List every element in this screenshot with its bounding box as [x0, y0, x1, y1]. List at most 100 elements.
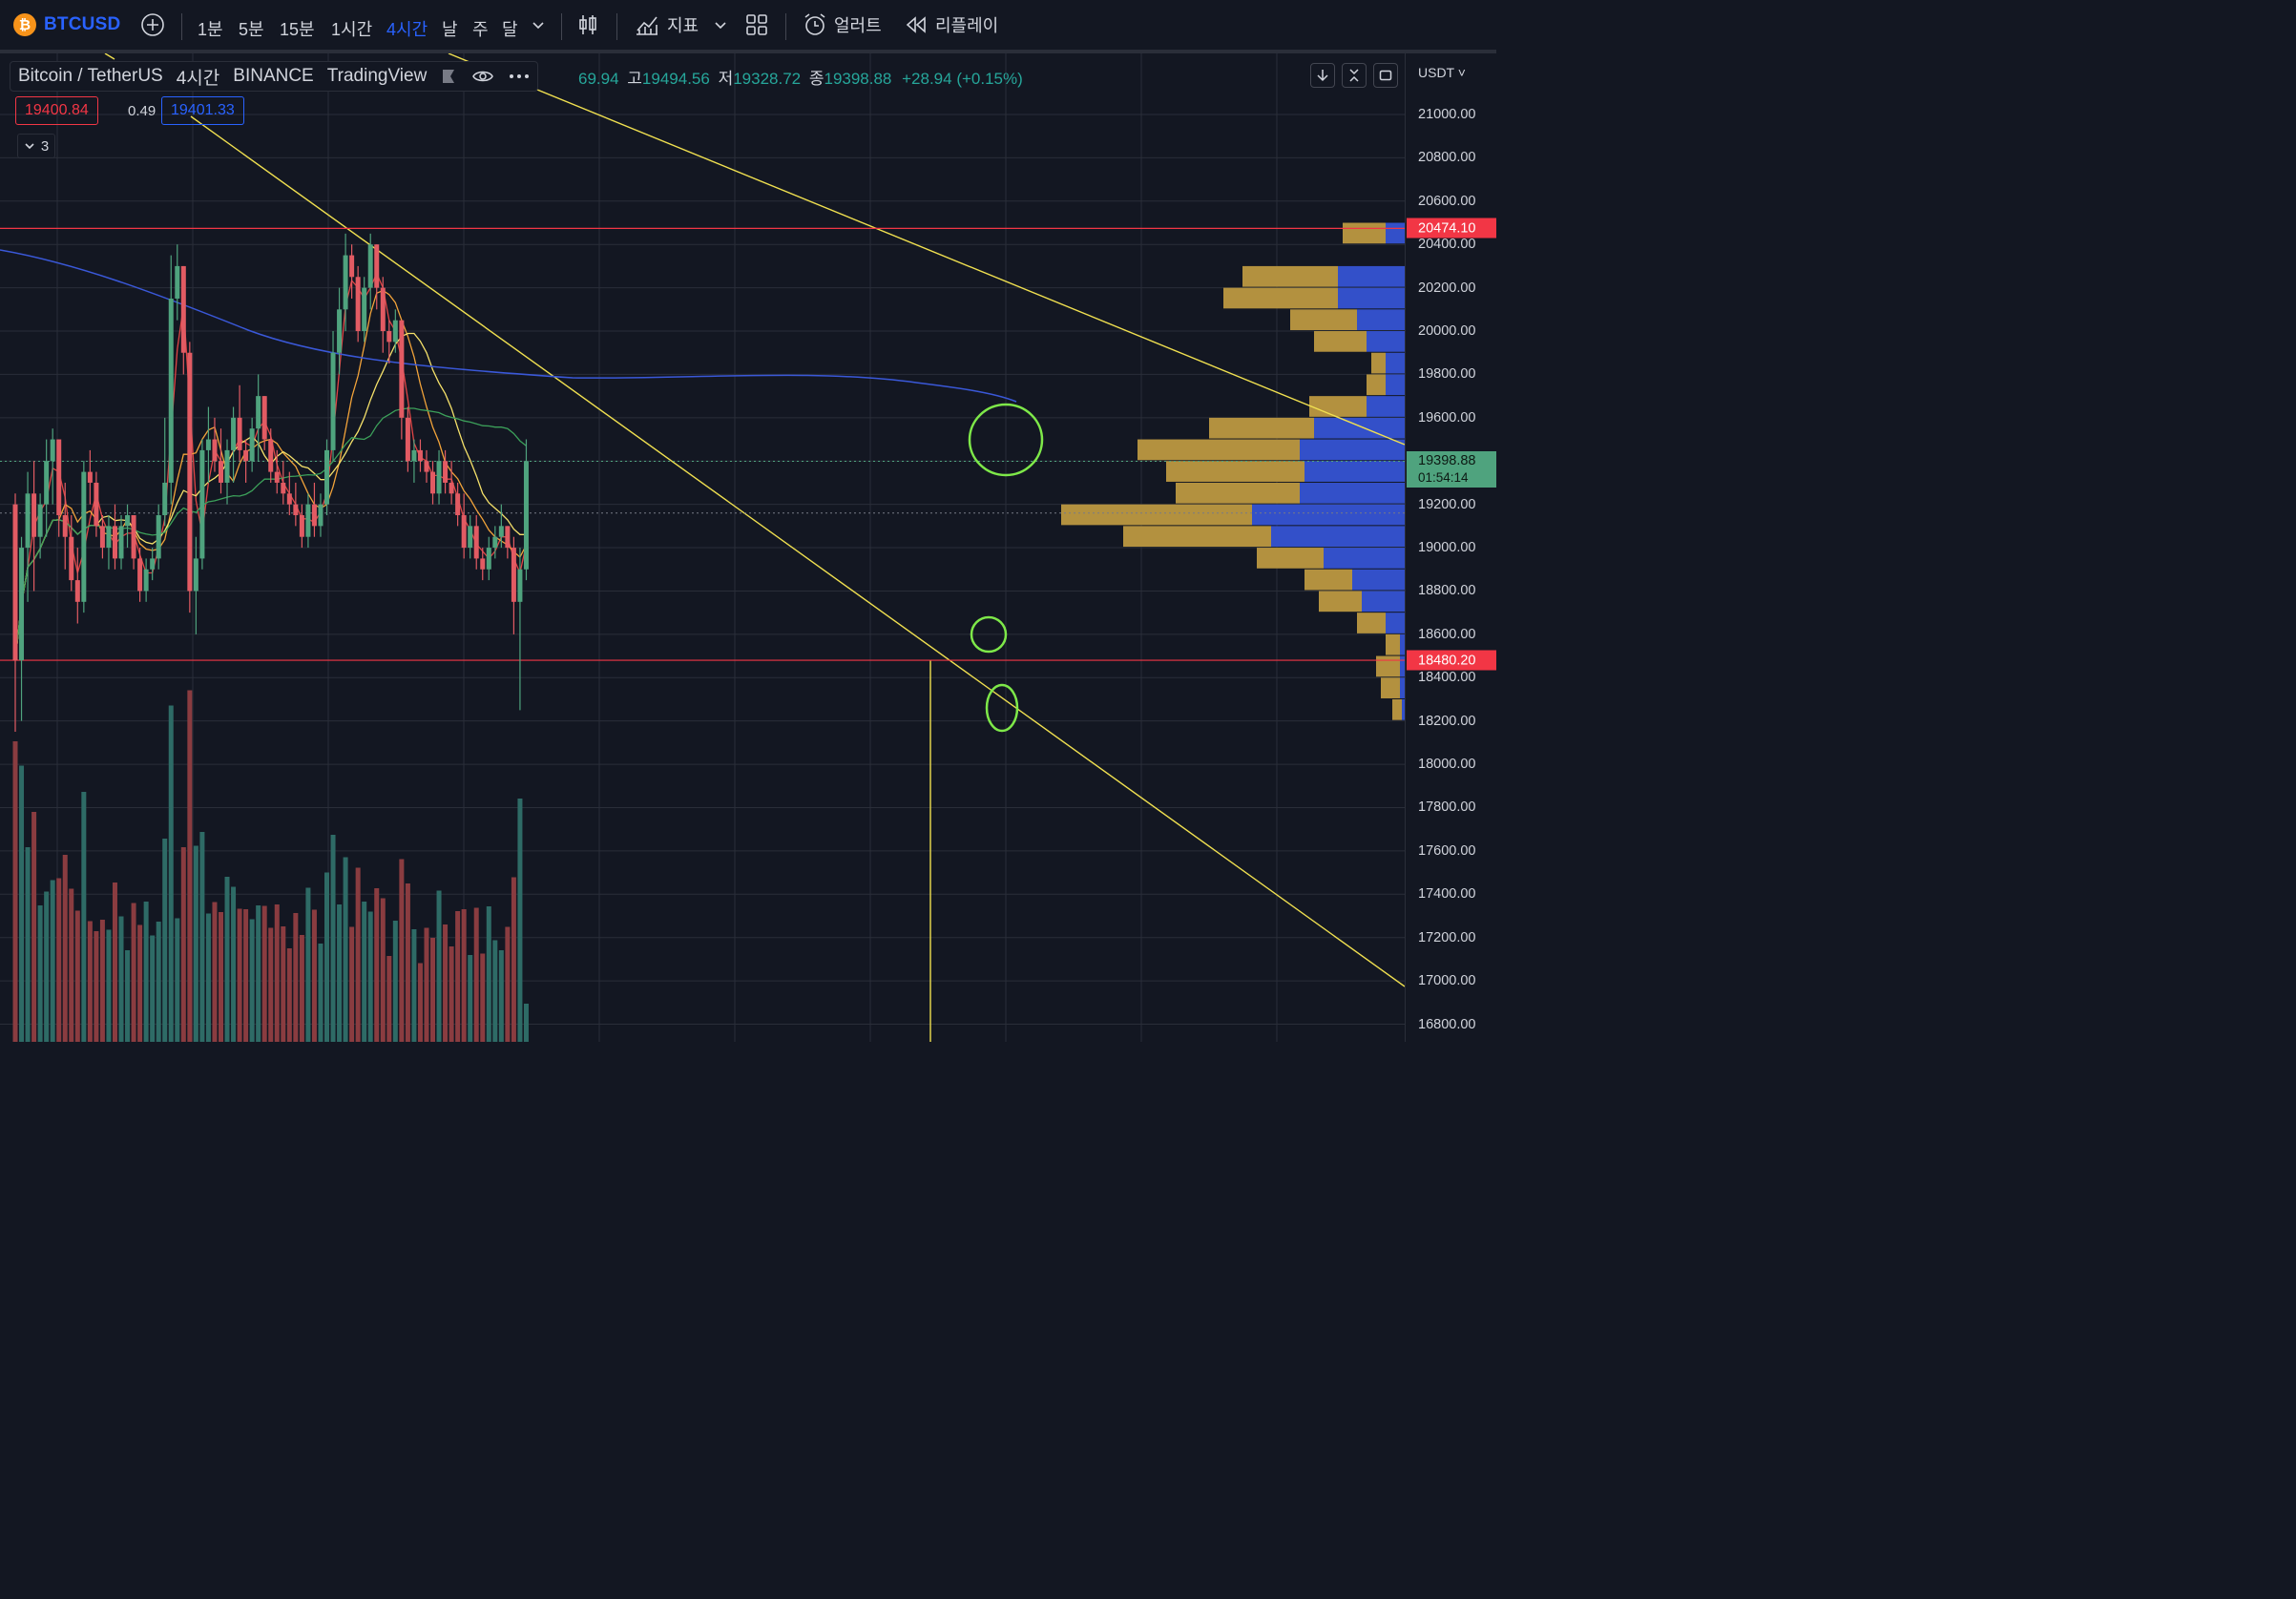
indicators-button[interactable]: 지표 — [634, 0, 699, 52]
volume-bar — [175, 918, 180, 1042]
sell-price-button[interactable]: 19400.84 — [15, 96, 98, 125]
timeframe-1h[interactable]: 1시간 — [331, 20, 373, 39]
volume-bar — [380, 898, 386, 1042]
volume-bar — [330, 835, 336, 1042]
volume-bar — [268, 927, 274, 1042]
close-value: 19398.88 — [824, 70, 892, 88]
volume-bar — [473, 907, 479, 1042]
volume-bar — [299, 935, 304, 1042]
timeframe-5m[interactable]: 5분 — [239, 20, 264, 39]
price-tick: 18000.00 — [1418, 757, 1476, 773]
price-tick: 19200.00 — [1418, 496, 1476, 512]
candle-up — [330, 352, 336, 450]
symbol-selector[interactable]: ₿ BTCUSD — [13, 0, 120, 52]
compare-add-button[interactable] — [140, 0, 165, 52]
chart-legend[interactable]: Bitcoin / TetherUS 4시간 BINANCE TradingVi… — [10, 61, 539, 92]
price-tick: 21000.00 — [1418, 107, 1476, 122]
profile-sell-bar — [1061, 504, 1252, 526]
price-tick: 18600.00 — [1418, 626, 1476, 642]
candle-up — [411, 449, 417, 462]
profile-sell-bar — [1209, 417, 1314, 439]
price-chart[interactable] — [0, 53, 1405, 1042]
legend-exchange: BINANCE — [233, 66, 314, 86]
candle-up — [50, 439, 55, 462]
alert-button[interactable]: 얼러트 — [802, 0, 882, 52]
volume-bar — [180, 847, 186, 1042]
candle-down — [424, 461, 429, 472]
replay-button[interactable]: 리플레이 — [905, 0, 998, 52]
chevron-down-icon — [532, 22, 544, 30]
timeframe-month[interactable]: 달 — [502, 20, 518, 39]
candle-down — [380, 287, 386, 332]
profile-buy-bar — [1400, 655, 1405, 677]
legend-source: TradingView — [326, 66, 428, 86]
candle-down — [62, 515, 68, 537]
timeframe-1m[interactable]: 1분 — [198, 20, 223, 39]
profile-sell-bar — [1386, 633, 1400, 655]
volume-bar — [44, 891, 50, 1042]
volume-bar — [231, 886, 237, 1042]
candle-down — [505, 526, 511, 549]
chart-type-button[interactable] — [575, 0, 600, 52]
candle-down — [449, 482, 454, 494]
candle-up — [193, 558, 198, 592]
profile-buy-bar — [1400, 633, 1405, 655]
indicators-dropdown-button[interactable] — [713, 0, 728, 52]
candle-up — [256, 396, 261, 429]
candle-down — [281, 482, 286, 494]
layouts-button[interactable] — [745, 0, 768, 52]
candle-up — [224, 449, 230, 483]
price-tick: 20200.00 — [1418, 280, 1476, 296]
candle-down — [274, 471, 280, 483]
profile-buy-bar — [1314, 417, 1405, 439]
high-label: 고 — [627, 70, 642, 88]
price-tick: 19000.00 — [1418, 540, 1476, 556]
circle-annotation-mid — [970, 615, 1008, 654]
profile-sell-bar — [1242, 265, 1338, 287]
candle-down — [405, 417, 410, 462]
circle-annotation-high — [968, 403, 1044, 477]
chevron-down-icon — [715, 22, 726, 30]
collapse-button[interactable] — [1342, 63, 1367, 88]
timeframe-15m[interactable]: 15분 — [280, 20, 315, 39]
currency-label: USDT — [1418, 65, 1454, 80]
low-value: 19328.72 — [733, 70, 802, 88]
profile-buy-bar — [1400, 677, 1405, 698]
candle-up — [498, 526, 504, 537]
volume-bar — [237, 908, 242, 1042]
volume-bar — [131, 903, 136, 1042]
candle-down — [237, 417, 242, 450]
fullscreen-button[interactable] — [1373, 63, 1398, 88]
timeframe-week[interactable]: 주 — [472, 20, 489, 39]
price-scale[interactable]: USDT ˅ 21000.00 20800.00 20600.00 20400.00 2… — [1405, 53, 1496, 1042]
candle-up — [492, 536, 498, 549]
plus-circle-icon — [141, 13, 164, 36]
volume-bar — [362, 902, 367, 1042]
flag-icon[interactable] — [440, 68, 457, 85]
indicators-collapse-button[interactable]: 3 — [17, 134, 55, 158]
candle-up — [156, 515, 161, 559]
candle-down — [69, 536, 74, 581]
volume-bar — [199, 832, 205, 1042]
candle-up — [19, 548, 25, 661]
volume-bar — [224, 877, 230, 1042]
volume-bar — [374, 888, 380, 1042]
timeframe-4h[interactable]: 4시간 — [386, 20, 428, 39]
buy-price-button[interactable]: 19401.33 — [161, 96, 244, 125]
scroll-down-button[interactable] — [1310, 63, 1335, 88]
candle-up — [362, 287, 367, 332]
candle-down — [74, 580, 80, 602]
eye-icon[interactable] — [472, 69, 494, 84]
profile-sell-bar — [1223, 287, 1338, 309]
timeframe-dropdown-button[interactable] — [531, 0, 546, 52]
price-tick: 17400.00 — [1418, 886, 1476, 903]
arrow-down-icon — [1317, 70, 1328, 82]
currency-selector[interactable]: USDT ˅ — [1418, 65, 1466, 80]
volume-bar — [19, 765, 25, 1042]
volume-bar — [143, 902, 149, 1042]
volume-bar — [455, 911, 461, 1042]
more-options-icon[interactable] — [509, 73, 530, 79]
descending-trendline-upper — [448, 53, 1405, 446]
legend-interval: 4시간 — [176, 68, 220, 89]
timeframe-day[interactable]: 날 — [442, 20, 458, 39]
